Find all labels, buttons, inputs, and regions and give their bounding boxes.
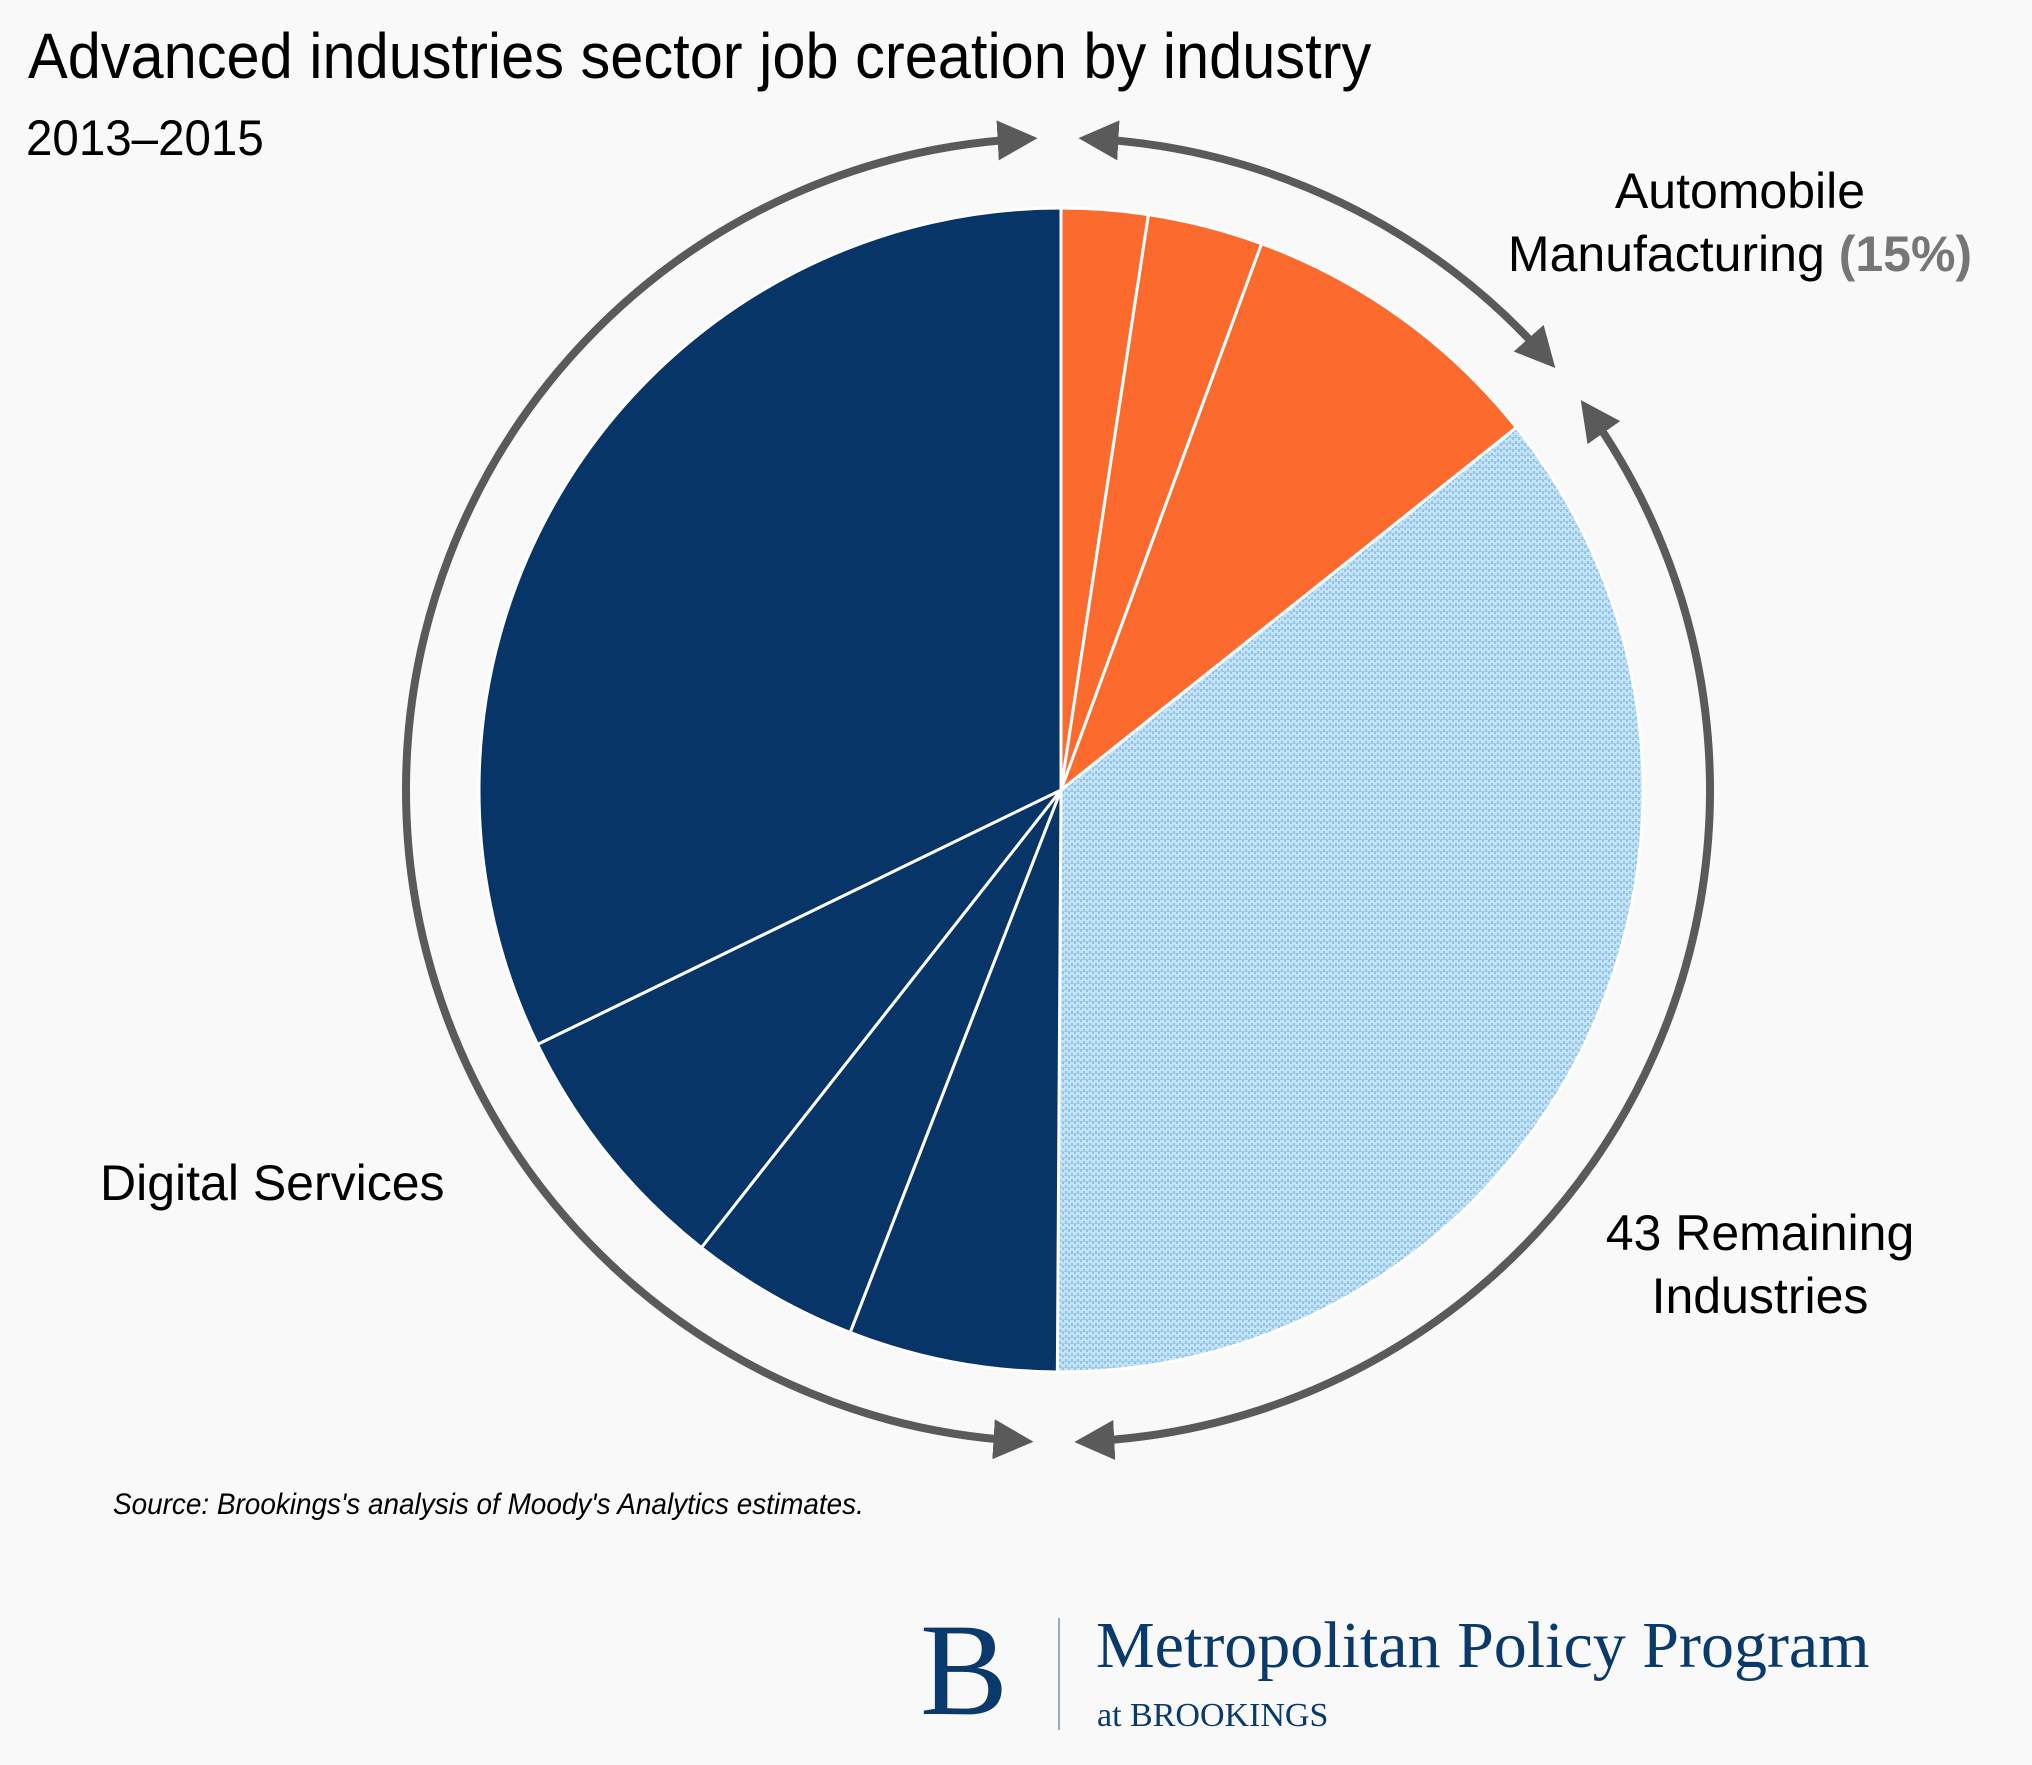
label-automobile-line1: Automobile [1614,163,1866,219]
logo-subtitle: at BROOKINGS [1097,1697,1329,1734]
source-note: Source: Brookings's analysis of Moody's … [113,1488,864,1521]
chart-title: Advanced industries sector job creation … [28,20,1372,92]
logo-divider [1058,1618,1060,1730]
label-automobile-share: (15%) [1838,226,1973,282]
label-digital-services: Digital Services [100,1155,445,1211]
bracket-arrow-digital-services [402,120,1038,1460]
bracket-arrow-43-remaining-industries [1074,399,1714,1460]
bracket-arrow-automobile-manufacturing [1078,120,1556,369]
label-automobile-line2: Manufacturing (15%) [1460,223,2020,286]
label-remaining-line1: 43 Remaining [1605,1205,1915,1261]
pie-slice-digital-services-7 [477,206,1063,1046]
pie-slice-digital-services-5 [699,788,1063,1334]
logo-mark: B [920,1596,1009,1743]
label-automobile-manufacturing: Automobile Manufacturing (15%) [1460,160,2020,286]
label-remaining-line2: Industries [1651,1268,1869,1324]
chart-subtitle: 2013–2015 [26,110,264,166]
label-automobile-text: Manufacturing [1507,226,1825,282]
pie-slice-digital-services-6 [536,788,1063,1250]
label-remaining-industries: 43 Remaining Industries [1560,1202,1960,1328]
logo-program-name: Metropolitan Policy Program [1096,1609,1870,1682]
